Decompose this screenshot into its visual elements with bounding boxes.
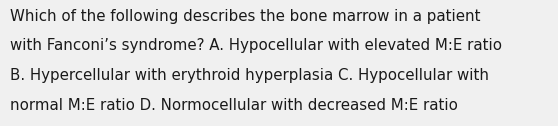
Text: B. Hypercellular with erythroid hyperplasia C. Hypocellular with: B. Hypercellular with erythroid hyperpla… (10, 68, 489, 83)
Text: Which of the following describes the bone marrow in a patient: Which of the following describes the bon… (10, 9, 480, 24)
Text: with Fanconi’s syndrome? A. Hypocellular with elevated M:E ratio: with Fanconi’s syndrome? A. Hypocellular… (10, 38, 502, 53)
Text: normal M:E ratio D. Normocellular with decreased M:E ratio: normal M:E ratio D. Normocellular with d… (10, 98, 458, 113)
